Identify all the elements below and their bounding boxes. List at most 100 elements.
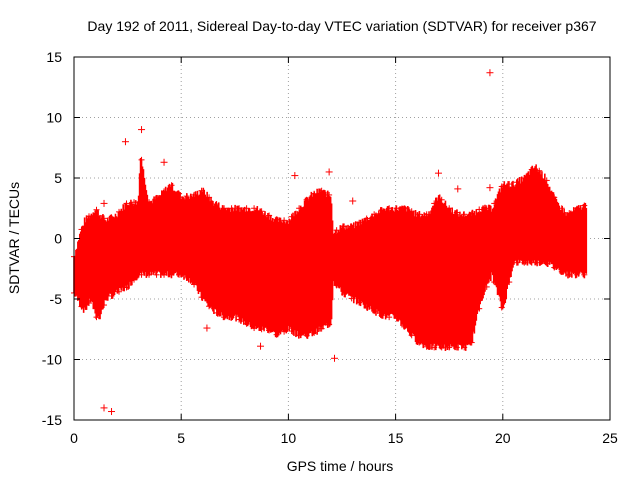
series-point [536, 259, 543, 266]
series-point [566, 210, 573, 217]
series-point [86, 300, 93, 307]
y-tick-label: -10 [42, 352, 62, 368]
series-point [183, 193, 190, 200]
series-point [543, 260, 550, 267]
series-point [378, 312, 385, 319]
series-point [213, 309, 220, 316]
series-point [176, 271, 183, 278]
x-tick-labels: 0 5 10 15 20 25 [70, 430, 618, 446]
series-point [138, 156, 145, 163]
series-point [461, 211, 468, 218]
outlier-point [520, 254, 528, 262]
y-axis-label: SDTVAR / TECUs [6, 182, 22, 294]
series-point [206, 303, 213, 310]
series-point [491, 279, 498, 286]
series-point [101, 215, 108, 222]
series-point [266, 327, 273, 334]
series-point [303, 332, 310, 339]
series-point [506, 181, 513, 188]
series-point [108, 214, 115, 221]
series-point [123, 200, 130, 207]
series-point [333, 227, 340, 234]
series-point [348, 223, 355, 230]
outlier-points [100, 69, 528, 416]
y-tick-label: 10 [46, 110, 62, 126]
series-point [446, 205, 453, 212]
series-point [146, 271, 153, 278]
series-point [558, 268, 565, 275]
series-point [581, 202, 588, 209]
chart-title: Day 192 of 2011, Sidereal Day-to-day VTE… [87, 18, 596, 34]
series-point [393, 205, 400, 212]
series-point [198, 187, 205, 194]
series-point [191, 191, 198, 198]
series-point [273, 216, 280, 223]
series-point [311, 190, 318, 197]
series-point [393, 315, 400, 322]
series-point [431, 344, 438, 351]
series-point [378, 207, 385, 214]
outlier-point [325, 168, 333, 176]
series-point [408, 208, 415, 215]
series-point [476, 305, 483, 312]
series-point [453, 344, 460, 351]
series-point [468, 210, 475, 217]
series-point [116, 208, 123, 215]
series-point [408, 332, 415, 339]
outlier-point [108, 408, 116, 416]
series-point [558, 205, 565, 212]
series-point [116, 288, 123, 295]
series-point [483, 205, 490, 212]
series-point [236, 316, 243, 323]
series-point [243, 320, 250, 327]
series-point [108, 292, 115, 299]
series-point [153, 194, 160, 201]
series-point [446, 344, 453, 351]
series-point [191, 281, 198, 288]
series-sdtvar [71, 156, 588, 351]
series-point [401, 205, 408, 212]
series-point [311, 329, 318, 336]
series-point [78, 303, 85, 310]
outlier-point [486, 184, 494, 192]
series-point [461, 344, 468, 351]
series-point [438, 344, 445, 351]
series-point [123, 284, 130, 291]
outlier-point [291, 172, 299, 180]
y-tick-label: -5 [50, 291, 63, 307]
series-point [483, 283, 490, 290]
y-tick-labels: 15 10 5 0 -5 -10 -15 [42, 49, 62, 428]
series-point [551, 264, 558, 271]
series-point [453, 209, 460, 216]
outlier-point [349, 197, 357, 205]
series-point [251, 205, 258, 212]
series-point [161, 271, 168, 278]
outlier-point [138, 126, 146, 134]
series-point [131, 276, 138, 283]
x-tick-label: 15 [388, 430, 404, 446]
x-tick-label: 20 [495, 430, 511, 446]
series-point [161, 188, 168, 195]
series-point [273, 331, 280, 338]
series-point [213, 201, 220, 208]
series-point [93, 206, 100, 213]
series-point [168, 182, 175, 189]
series-point [543, 177, 550, 184]
series-point [243, 205, 250, 212]
outlier-point [257, 342, 265, 350]
series-point [221, 205, 228, 212]
outlier-point [160, 158, 168, 166]
series-point [431, 200, 438, 207]
x-axis-label: GPS time / hours [287, 458, 394, 474]
series-point [326, 321, 333, 328]
series-point [176, 190, 183, 197]
series-point [318, 325, 325, 332]
series-point [251, 325, 258, 332]
series-point [281, 328, 288, 335]
series-point [288, 328, 295, 335]
series-point [513, 259, 520, 266]
series-point [416, 211, 423, 218]
series-point [101, 302, 108, 309]
series-point [348, 295, 355, 302]
